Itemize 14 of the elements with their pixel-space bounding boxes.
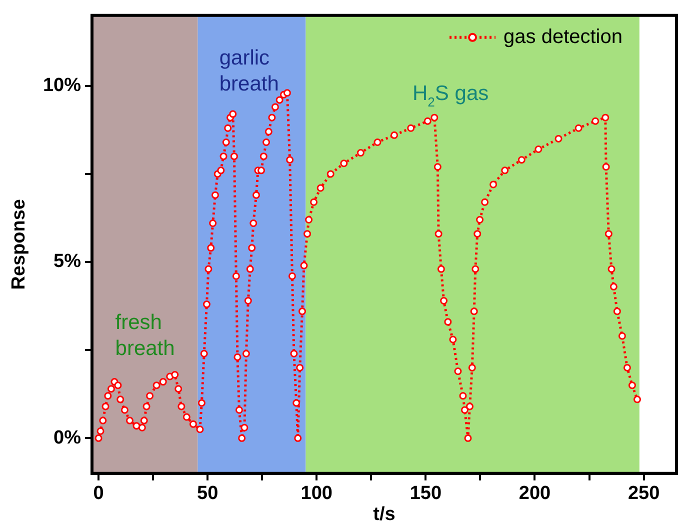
x-tick-label: 150 bbox=[410, 483, 442, 504]
y-tick-label: 0% bbox=[54, 427, 82, 448]
x-tick-label: 250 bbox=[628, 483, 660, 504]
y-axis-title: Response bbox=[8, 198, 30, 290]
y-tick-label: 10% bbox=[42, 75, 82, 96]
band-label: fresh breath bbox=[115, 310, 175, 360]
x-tick-label: 0 bbox=[93, 483, 104, 504]
x-axis-title: t/s bbox=[373, 504, 396, 525]
x-tick-label: 100 bbox=[300, 483, 332, 504]
y-tick-label: 5% bbox=[54, 251, 82, 272]
x-tick-label: 50 bbox=[197, 483, 218, 504]
x-tick-label: 200 bbox=[518, 483, 551, 504]
legend-label: gas detection bbox=[504, 26, 623, 48]
band-label: garlic breath bbox=[219, 46, 279, 96]
